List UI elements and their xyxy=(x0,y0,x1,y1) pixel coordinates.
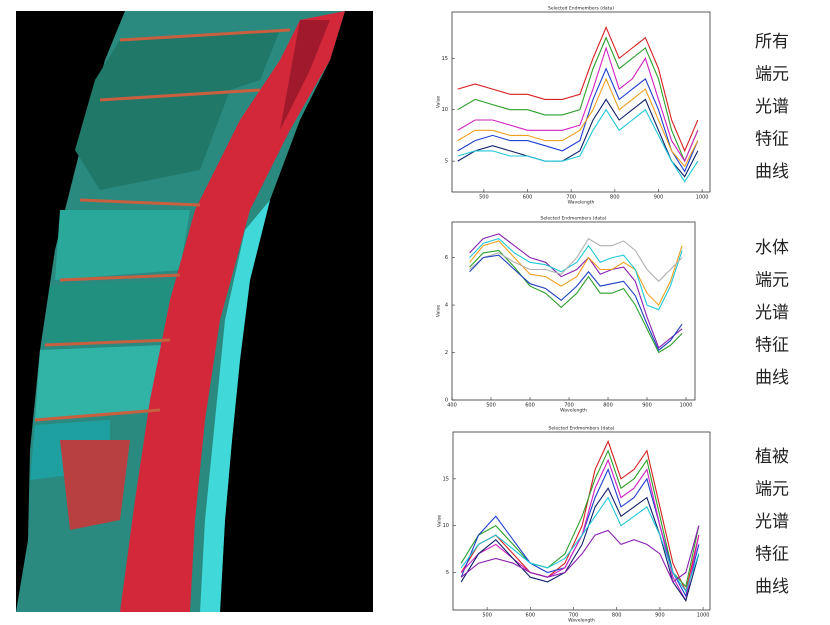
x-tick-label: 800 xyxy=(603,403,613,409)
side-label: 曲线 xyxy=(755,162,789,182)
spectrum-line xyxy=(469,249,683,354)
y-tick-label: 5 xyxy=(446,570,449,576)
spectrum-line xyxy=(457,36,699,163)
y-tick-label: 2 xyxy=(445,350,448,356)
spectrum-line xyxy=(460,487,700,602)
side-label: 水体 xyxy=(755,238,789,258)
y-tick-label: 10 xyxy=(442,107,448,113)
side-label: 光谱 xyxy=(755,512,789,532)
side-label: 光谱 xyxy=(755,97,789,117)
spectrum-line xyxy=(460,449,700,588)
side-label: 所有 xyxy=(755,32,789,52)
spectrum-line xyxy=(460,525,700,583)
spectrum-line xyxy=(457,77,699,168)
x-tick-label: 600 xyxy=(523,195,533,201)
false-color-image xyxy=(16,11,373,612)
x-tick-label: 700 xyxy=(564,403,574,409)
x-tick-label: 400 xyxy=(447,403,457,409)
spectrum-line xyxy=(457,108,699,183)
side-label: 特征 xyxy=(755,545,789,565)
chart-title: Selected Endmembers (data) xyxy=(548,6,614,12)
y-tick-label: 4 xyxy=(445,303,448,309)
side-label: 端元 xyxy=(755,480,789,500)
x-tick-label: 500 xyxy=(486,403,496,409)
side-label: 光谱 xyxy=(755,303,789,323)
spectrum-line xyxy=(469,240,683,307)
side-label: 特征 xyxy=(755,130,789,150)
y-tick-label: 0 xyxy=(445,398,448,404)
side-label: 曲线 xyxy=(755,577,789,597)
spectrum-line xyxy=(469,254,683,352)
plot-frame xyxy=(451,11,711,193)
y-tick-label: 10 xyxy=(443,523,449,529)
y-axis-label: Value xyxy=(436,96,442,109)
side-label: 植被 xyxy=(755,447,789,467)
x-tick-label: 700 xyxy=(566,195,576,201)
side-label: 曲线 xyxy=(755,368,789,388)
y-tick-label: 15 xyxy=(443,476,449,482)
x-axis-label: Wavelength xyxy=(568,618,595,624)
y-tick-label: 5 xyxy=(445,159,448,165)
x-tick-label: 500 xyxy=(479,195,489,201)
x-tick-label: 700 xyxy=(569,613,579,619)
chart: 400 500 600 700 800 900 1000 0 2 4 6 Selected Endme… xyxy=(436,216,696,414)
spectrum-line xyxy=(457,98,699,178)
y-tick-label: 15 xyxy=(442,56,448,62)
x-tick-label: 1000 xyxy=(697,613,710,619)
side-label: 端元 xyxy=(755,65,789,85)
x-tick-label: 1000 xyxy=(696,195,709,201)
x-tick-label: 900 xyxy=(642,403,652,409)
x-tick-label: 900 xyxy=(655,613,665,619)
chart: 500 600 700 800 900 1000 5 10 15 Selected Endmemb… xyxy=(436,6,711,206)
spectrum-line xyxy=(469,237,683,311)
spectrum-line xyxy=(457,25,699,153)
x-axis-label: Wavelength xyxy=(568,200,595,206)
spectrum-line xyxy=(469,237,683,283)
x-axis-label: Wavelength xyxy=(560,408,587,414)
x-tick-label: 1000 xyxy=(680,403,693,409)
spectrum-line xyxy=(457,46,699,163)
side-label: 端元 xyxy=(755,271,789,291)
y-axis-label: Value xyxy=(437,515,443,528)
plot-frame xyxy=(452,431,711,611)
spectrum-line xyxy=(460,496,700,593)
x-tick-label: 800 xyxy=(612,613,622,619)
y-tick-label: 6 xyxy=(445,255,448,261)
spectrum-line xyxy=(457,67,699,173)
chart: 500 600 700 800 900 1000 5 10 15 Selected Endmemb… xyxy=(437,426,711,624)
x-tick-label: 600 xyxy=(525,403,535,409)
spectrum-line xyxy=(460,458,700,603)
side-label: 特征 xyxy=(755,336,789,356)
x-tick-label: 600 xyxy=(526,613,536,619)
y-axis-label: Value xyxy=(436,305,442,318)
x-tick-label: 900 xyxy=(654,195,664,201)
plot-frame xyxy=(451,221,696,401)
spectrum-line xyxy=(460,439,700,593)
chart-title: Selected Endmembers (data) xyxy=(549,426,615,432)
chart-title: Selected Endmembers (data) xyxy=(541,216,607,222)
x-tick-label: 800 xyxy=(610,195,620,201)
x-tick-label: 500 xyxy=(482,613,492,619)
